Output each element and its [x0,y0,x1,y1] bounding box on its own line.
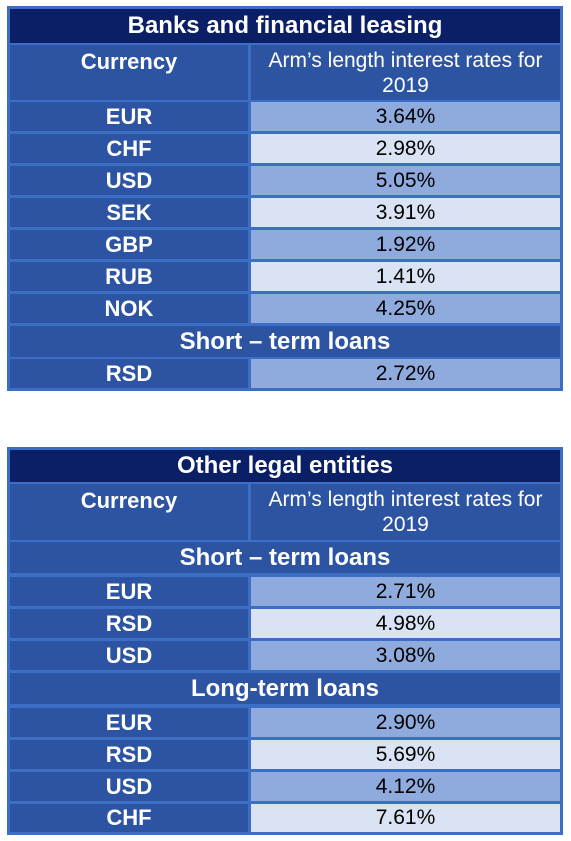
currency-cell: USD [10,772,248,801]
rate-cell: 2.98% [251,134,560,163]
currency-cell: EUR [10,708,248,737]
currency-cell: EUR [10,577,248,606]
table-row: RSD 5.69% [10,740,560,769]
section-heading-short-term: Short – term loans [10,326,560,357]
banks-leasing-table: Banks and financial leasing Currency Arm… [7,6,563,391]
currency-cell: CHF [10,804,248,832]
table-row: USD 5.05% [10,166,560,195]
rate-cell: 2.71% [251,577,560,606]
column-header-currency: Currency [10,484,248,540]
currency-cell: RSD [10,609,248,638]
rate-cell: 2.90% [251,708,560,737]
currency-cell: CHF [10,134,248,163]
table-title: Banks and financial leasing [10,9,560,43]
currency-cell: NOK [10,294,248,323]
table-row: CHF 7.61% [10,804,560,832]
table-row: NOK 4.25% [10,294,560,323]
rate-cell: 3.08% [251,641,560,670]
rate-cell: 5.69% [251,740,560,769]
section-heading-long-term: Long-term loans [10,673,560,704]
section-heading-short-term: Short – term loans [10,542,560,573]
other-legal-entities-table: Other legal entities Currency Arm’s leng… [7,447,563,835]
table-row: RSD 4.98% [10,609,560,638]
currency-cell: SEK [10,198,248,227]
table-row: USD 3.08% [10,641,560,670]
currency-cell: USD [10,641,248,670]
currency-cell: GBP [10,230,248,259]
currency-cell: RSD [10,740,248,769]
rate-cell: 4.12% [251,772,560,801]
rate-cell: 4.98% [251,609,560,638]
currency-cell: RUB [10,262,248,291]
rate-cell: 1.92% [251,230,560,259]
rate-cell: 3.91% [251,198,560,227]
currency-cell: RSD [10,359,248,388]
table-row: GBP 1.92% [10,230,560,259]
table-row: EUR 2.71% [10,577,560,606]
column-header-currency: Currency [10,45,248,100]
table-title: Other legal entities [10,450,560,482]
currency-cell: USD [10,166,248,195]
rate-cell: 1.41% [251,262,560,291]
rate-cell: 2.72% [251,359,560,388]
table-row: EUR 2.90% [10,708,560,737]
table-row: SEK 3.91% [10,198,560,227]
table-row: CHF 2.98% [10,134,560,163]
rate-cell: 3.64% [251,102,560,131]
table-row: USD 4.12% [10,772,560,801]
table-row: RUB 1.41% [10,262,560,291]
rate-cell: 5.05% [251,166,560,195]
currency-cell: EUR [10,102,248,131]
rate-cell: 7.61% [251,804,560,832]
table-row: EUR 3.64% [10,102,560,131]
column-header-rate: Arm’s length interest rates for 2019 [251,484,560,540]
rate-cell: 4.25% [251,294,560,323]
table-row: RSD 2.72% [10,359,560,388]
column-header-rate: Arm’s length interest rates for 2019 [251,45,560,100]
